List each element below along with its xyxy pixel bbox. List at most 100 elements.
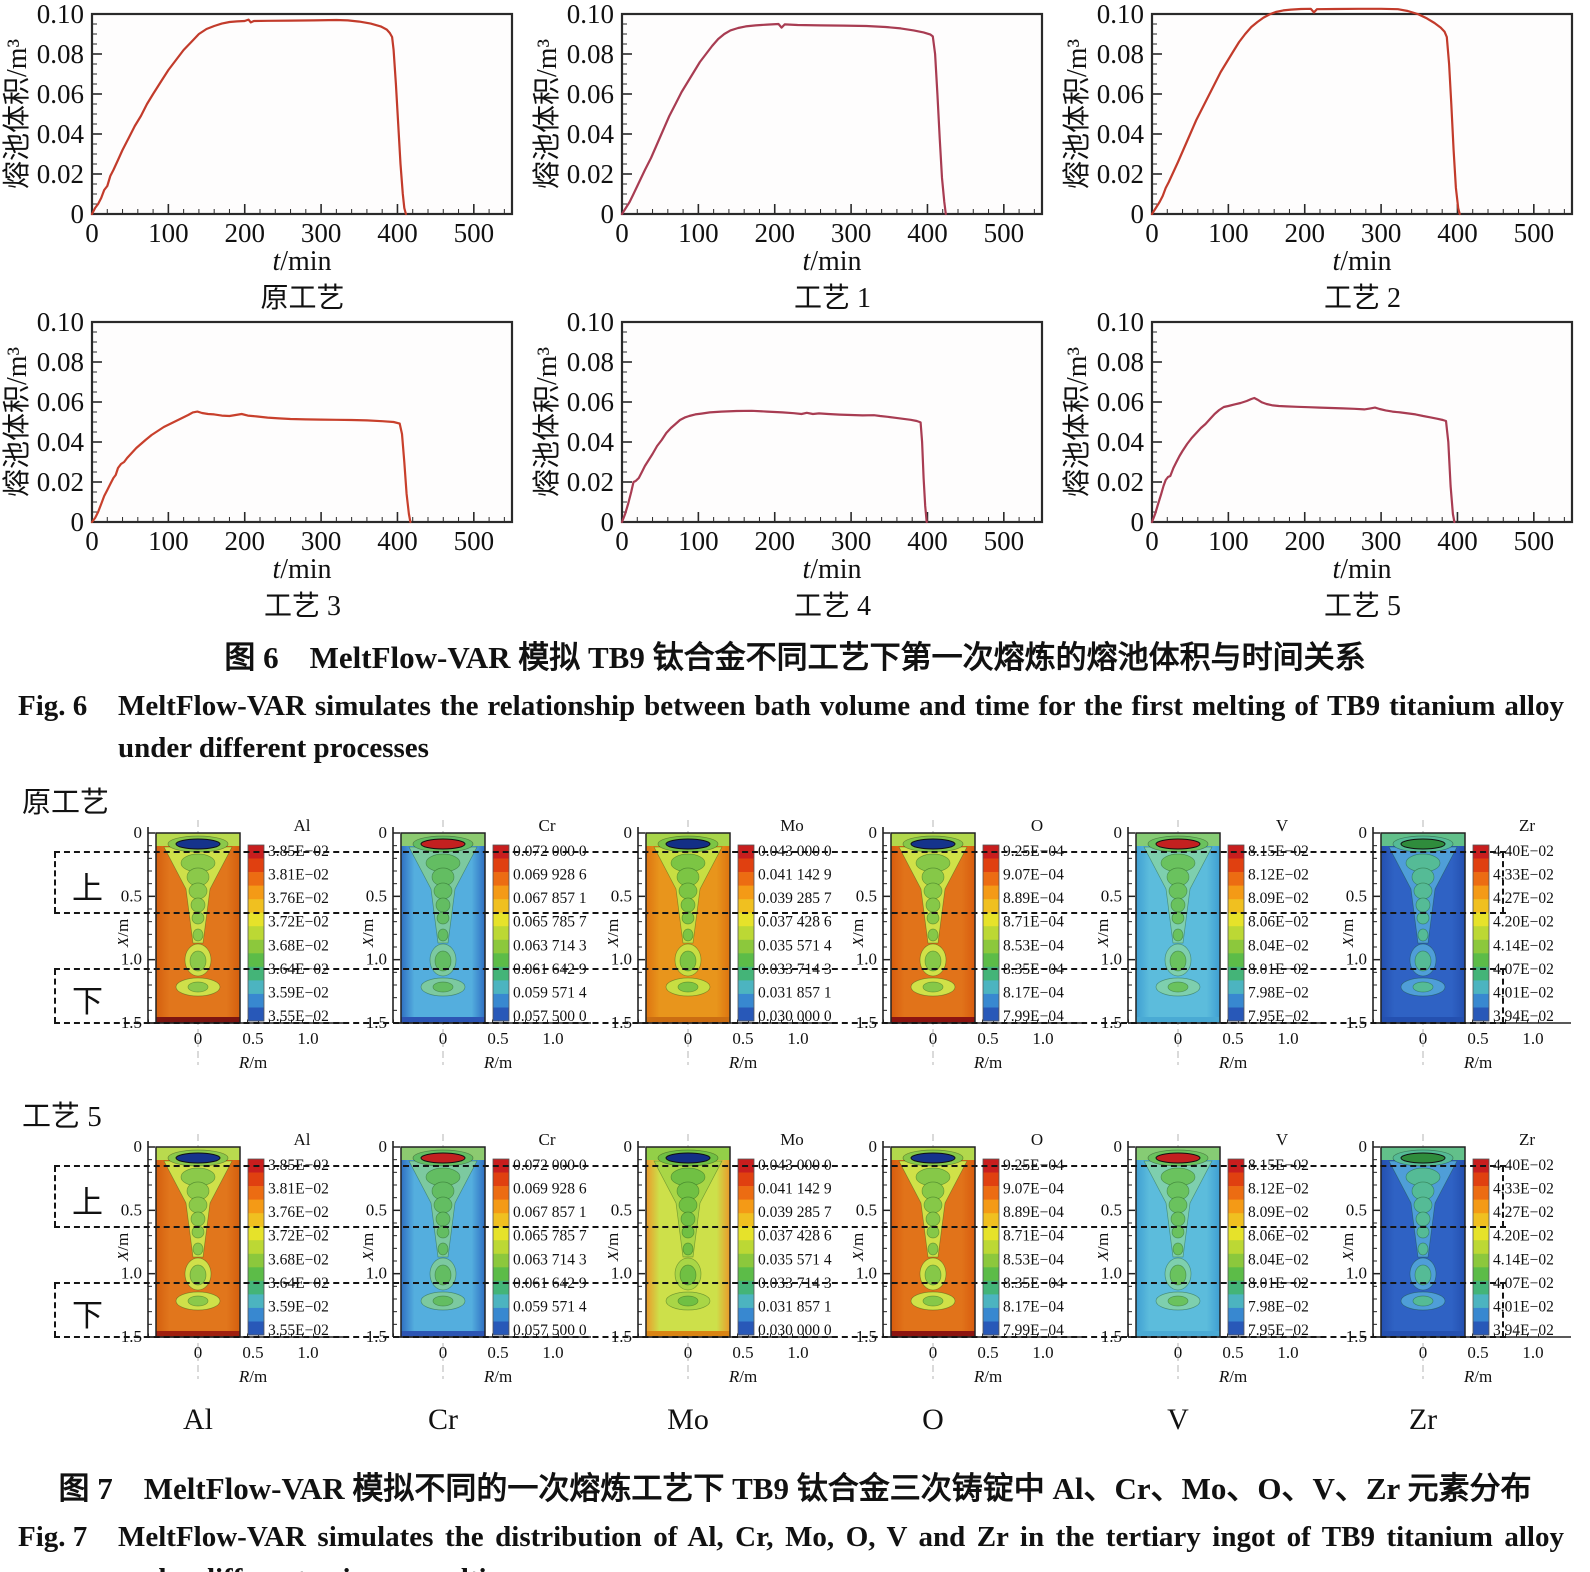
y-axis-label: X/m xyxy=(118,1233,132,1262)
colorbar-tick-label: 0.031 857 1 xyxy=(758,1298,832,1315)
colorbar-tick-label: 0.065 785 7 xyxy=(513,1228,587,1245)
fig7-row-label-original: 原工艺 xyxy=(22,787,110,820)
xm-tick-label: 0 xyxy=(624,1137,633,1156)
x-tick-label: 200 xyxy=(1284,526,1325,556)
colorbar-tick-label: 0.065 785 7 xyxy=(513,914,587,931)
x-tick-label: 400 xyxy=(377,526,418,556)
element-symbol: Zr xyxy=(1408,1403,1438,1437)
x-tick-label: 300 xyxy=(1361,218,1402,248)
xm-tick-label: 1.0 xyxy=(366,1264,387,1283)
fig7-contour-svg: 00.51.01.500.51.0R/mX/mZr4.40E−024.33E−0… xyxy=(1343,1130,1571,1386)
x-tick-label: 500 xyxy=(1514,526,1555,556)
colorbar-tick-label: 4.27E−02 xyxy=(1493,890,1554,907)
fig6-chart-panel-1: 0 100 200 300 400 500 0 0.02 0.04 0.06 0.08 0.10 熔池体… xyxy=(530,2,1060,314)
fig6-chart-panel-5: 0 100 200 300 400 500 0 0.02 0.04 0.06 0.08 0.10 熔池体… xyxy=(1060,310,1590,622)
xm-tick-label: 0 xyxy=(624,823,633,842)
x-tick-label: 300 xyxy=(831,218,872,248)
rm-tick-label: 1.0 xyxy=(1277,1029,1298,1048)
colorbar-tick-label: 3.68E−02 xyxy=(268,1251,329,1268)
y-tick-label: 0.10 xyxy=(567,310,614,337)
rm-tick-label: 0.5 xyxy=(732,1343,753,1362)
y-axis-label: X/m xyxy=(118,919,132,948)
x-axis-label: t/min xyxy=(272,554,331,584)
melt-pool-volume-curve xyxy=(620,409,928,524)
colorbar-tick-label: 0.037 428 6 xyxy=(758,1228,832,1245)
colorbar-tick-label: 3.55E−02 xyxy=(268,1322,329,1339)
x-axis-label: R/m xyxy=(483,1367,512,1386)
colorbar-tick-label: 4.33E−02 xyxy=(1493,867,1554,884)
fig6-chart-svg: 0 100 200 300 400 50000.020.040.060.080.10熔池体… xyxy=(1061,2,1574,276)
colorbar-tick-label: 3.55E−02 xyxy=(268,1008,329,1025)
xm-tick-label: 1.0 xyxy=(611,950,632,969)
x-tick-label: 100 xyxy=(1208,218,1249,248)
colorbar-tick-label: 0.037 428 6 xyxy=(758,914,832,931)
fig7-contour-svg: 00.51.01.500.51.0R/mX/mAl3.85E−023.81E−0… xyxy=(118,1130,346,1386)
fig6-chart-svg: 0 100 200 300 400 50000.020.040.060.080.10熔池体… xyxy=(531,2,1044,276)
xm-tick-label: 0.5 xyxy=(366,1200,387,1219)
sampling-region-line-1 xyxy=(54,1226,1506,1229)
x-tick-label: 400 xyxy=(1437,218,1478,248)
xm-tick-label: 0.5 xyxy=(611,1200,632,1219)
y-tick-label: 0.08 xyxy=(1097,39,1144,69)
x-axis-label: R/m xyxy=(728,1053,757,1072)
y-tick-label: 0.06 xyxy=(37,79,84,109)
region-label-lower: 下 xyxy=(72,984,103,1020)
rm-tick-label: 0 xyxy=(1174,1029,1183,1048)
fig7-panel-工艺 5-O: 00.51.01.500.51.0R/mX/mO9.25E−049.07E−04… xyxy=(853,1129,1098,1391)
rm-tick-label: 0.5 xyxy=(1222,1343,1243,1362)
xm-tick-label: 0.5 xyxy=(1346,886,1367,905)
colorbar-tick-label: 4.07E−02 xyxy=(1493,961,1554,978)
fig7-panel-原工艺-Zr: 00.51.01.500.51.0R/mX/mZr4.40E−024.33E−0… xyxy=(1343,815,1588,1077)
sampling-region-edge xyxy=(54,1283,56,1338)
xm-tick-label: 1.0 xyxy=(1346,1264,1367,1283)
x-tick-label: 0 xyxy=(615,526,629,556)
fig7-caption-en: Fig. 7 MeltFlow-VAR simulates the distri… xyxy=(0,1508,1590,1572)
y-axis-label: X/m xyxy=(1343,1233,1357,1262)
sampling-region-edge xyxy=(1502,1166,1504,1228)
x-tick-label: 200 xyxy=(224,526,265,556)
colorbar-element-title: V xyxy=(1276,816,1289,835)
fig7-bottom-element-O: O xyxy=(853,1403,1098,1449)
fig7-contour-svg: 00.51.01.500.51.0R/mX/mZr4.40E−024.33E−0… xyxy=(1343,816,1571,1072)
y-tick-label: 0 xyxy=(1131,199,1145,229)
colorbar-tick-label: 0.041 142 9 xyxy=(758,867,832,884)
element-symbol: Mo xyxy=(667,1403,709,1437)
sampling-region-edge xyxy=(54,852,56,914)
x-tick-label: 500 xyxy=(984,526,1024,556)
y-axis-label: X/m xyxy=(1098,919,1112,948)
melt-pool-volume-curve xyxy=(90,410,412,524)
xm-tick-label: 0 xyxy=(869,1137,878,1156)
y-tick-label: 0.08 xyxy=(37,347,84,377)
sampling-region-line-3 xyxy=(54,1336,1506,1339)
element-symbol: Cr xyxy=(428,1403,458,1437)
x-tick-label: 0 xyxy=(1145,526,1159,556)
rm-tick-label: 0.5 xyxy=(732,1029,753,1048)
xm-tick-label: 1.0 xyxy=(1101,1264,1122,1283)
y-tick-label: 0.02 xyxy=(37,467,84,497)
x-tick-label: 500 xyxy=(454,218,495,248)
rm-tick-label: 0 xyxy=(1419,1343,1428,1362)
colorbar-tick-label: 0.035 571 4 xyxy=(758,937,832,954)
xm-tick-label: 1.0 xyxy=(611,1264,632,1283)
fig6-chart-panel-0: 0 100 200 300 400 500 0 0.02 0.04 0.06 0.08 0.10 熔池体… xyxy=(0,2,530,314)
rm-tick-label: 0.5 xyxy=(977,1029,998,1048)
rm-tick-label: 1.0 xyxy=(787,1029,808,1048)
region-label-lower: 下 xyxy=(72,1298,103,1334)
colorbar-tick-label: 3.68E−02 xyxy=(268,937,329,954)
plot-frame xyxy=(1150,320,1574,524)
fig7-contour-svg: 00.51.01.500.51.0R/mX/mO9.25E−049.07E−04… xyxy=(853,1130,1081,1386)
colorbar-tick-label: 3.72E−02 xyxy=(268,1228,329,1245)
x-tick-label: 400 xyxy=(1437,526,1478,556)
colorbar-tick-label: 0.063 714 3 xyxy=(513,1251,587,1268)
x-tick-label: 500 xyxy=(1514,218,1555,248)
rm-tick-label: 0.5 xyxy=(242,1343,263,1362)
rm-tick-label: 0.5 xyxy=(487,1029,508,1048)
region-label-upper: 上 xyxy=(72,1184,103,1220)
y-tick-label: 0.02 xyxy=(567,467,614,497)
xm-tick-label: 0 xyxy=(1114,1137,1123,1156)
y-tick-label: 0.06 xyxy=(567,387,614,417)
fig7-row-label-process5: 工艺 5 xyxy=(22,1101,102,1134)
melt-pool-volume-curve xyxy=(620,22,947,216)
y-tick-label: 0 xyxy=(601,199,615,229)
y-tick-label: 0 xyxy=(71,199,85,229)
